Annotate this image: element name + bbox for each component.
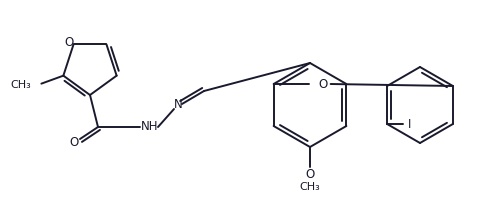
Text: O: O — [318, 77, 327, 91]
Text: O: O — [64, 36, 73, 49]
Text: NH: NH — [141, 120, 159, 134]
Text: CH₃: CH₃ — [300, 182, 320, 192]
Text: O: O — [69, 135, 79, 149]
Text: N: N — [174, 97, 182, 111]
Text: CH₃: CH₃ — [11, 80, 31, 90]
Text: O: O — [305, 169, 315, 181]
Text: I: I — [408, 118, 411, 131]
